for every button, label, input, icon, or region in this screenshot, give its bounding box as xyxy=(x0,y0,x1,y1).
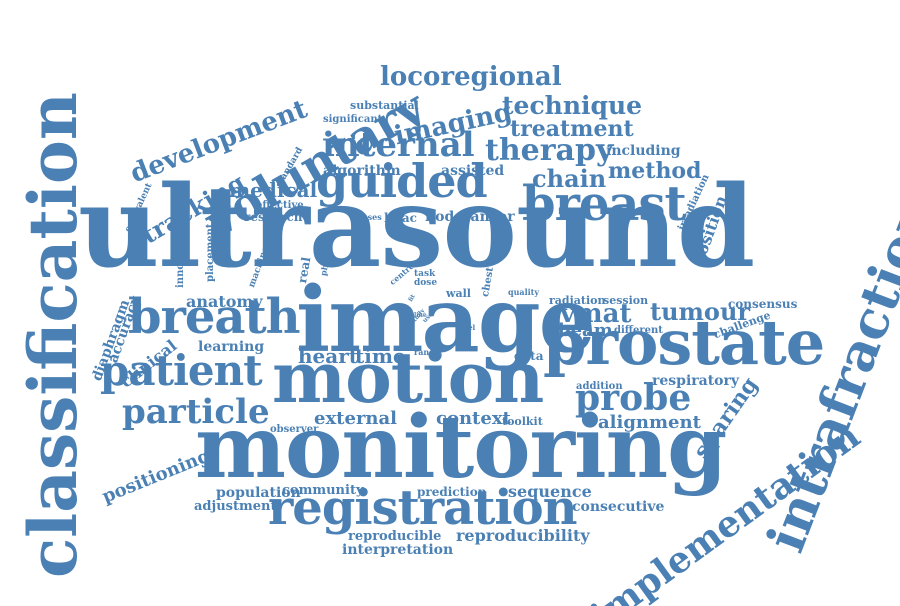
word-internal: internal xyxy=(322,125,475,165)
word-consensus: consensus xyxy=(728,297,798,311)
word-chain: chain xyxy=(532,164,607,193)
word-data: data xyxy=(514,349,544,363)
word-reproducibility: reproducibility xyxy=(456,526,590,545)
word-anatomy: anatomy xyxy=(186,292,263,311)
word-task: task xyxy=(414,269,436,279)
word-placement: placement xyxy=(205,223,216,282)
word-external: external xyxy=(314,408,398,429)
word-vmat: vmat xyxy=(560,299,632,329)
word-prediction: prediction xyxy=(417,485,487,499)
word-ultrasound: ultrasound xyxy=(78,162,755,293)
word-prostate: prostate xyxy=(543,306,825,379)
word-heart: heart xyxy=(298,344,358,368)
word-significant: significant xyxy=(323,114,383,125)
word-effective: effective xyxy=(256,200,304,211)
word-medical: medical xyxy=(229,178,318,202)
word-context: context xyxy=(436,408,511,429)
word-breast: breast xyxy=(522,176,687,232)
word-classes: classes xyxy=(350,212,382,222)
word-observer: observer xyxy=(270,424,319,435)
word-alignment: alignment xyxy=(598,412,701,433)
word-label: label xyxy=(456,323,476,332)
word-particle: particle xyxy=(122,392,270,432)
word-including: including xyxy=(606,143,681,159)
word-algorithm: algorithm xyxy=(323,163,401,179)
word-substantial: substantial xyxy=(350,99,419,112)
word-research: research xyxy=(244,210,303,224)
word-locoregional: locoregional xyxy=(380,62,562,92)
word-sequence: sequence xyxy=(508,482,592,501)
word-image: image xyxy=(296,267,596,373)
word-line: line xyxy=(414,312,427,319)
word-wall: wall xyxy=(446,287,471,300)
word-innovation: innovation xyxy=(175,228,186,288)
word-treatment: treatment xyxy=(510,116,634,142)
word-learning: learning xyxy=(198,339,265,355)
word-breath: breath xyxy=(128,289,301,345)
word-interpretation: interpretation xyxy=(342,542,454,558)
word-community: community xyxy=(282,483,364,498)
word-tumour: tumour xyxy=(650,297,751,326)
word-range: range xyxy=(414,347,440,357)
word-method: method xyxy=(608,158,702,184)
word-beam: beam xyxy=(558,320,613,341)
word-assisted: assisted xyxy=(441,163,505,179)
word-classification: classification xyxy=(14,92,92,578)
word-therapy: therapy xyxy=(485,133,614,168)
word-addition: addition xyxy=(576,381,623,392)
word-toolkit: toolkit xyxy=(502,415,543,428)
word-monitoring: monitoring xyxy=(195,397,727,498)
word-time: time xyxy=(355,344,406,368)
word-motion: motion xyxy=(272,336,544,419)
word-reproducible: reproducible xyxy=(348,529,442,544)
word-probe: probe xyxy=(575,377,692,419)
word-patient: patient xyxy=(100,346,263,395)
word-technique: technique xyxy=(502,91,643,120)
word-quality: quality xyxy=(508,287,540,297)
word-different: different xyxy=(614,325,663,336)
word-session: session xyxy=(603,294,649,307)
word-population: population xyxy=(216,485,301,501)
word-guided: guided xyxy=(316,154,488,208)
word-adjustment: adjustment xyxy=(194,499,277,514)
word-registration: registration xyxy=(268,480,578,536)
word-consecutive: consecutive xyxy=(572,499,665,515)
word-radiation: radiation xyxy=(549,294,606,307)
word-respiratory: respiratory xyxy=(652,373,740,389)
word-dose: dose xyxy=(414,278,438,288)
word-node: node xyxy=(425,209,464,225)
word-cancer: cancer xyxy=(462,209,515,225)
word-linac: linac xyxy=(384,211,417,225)
